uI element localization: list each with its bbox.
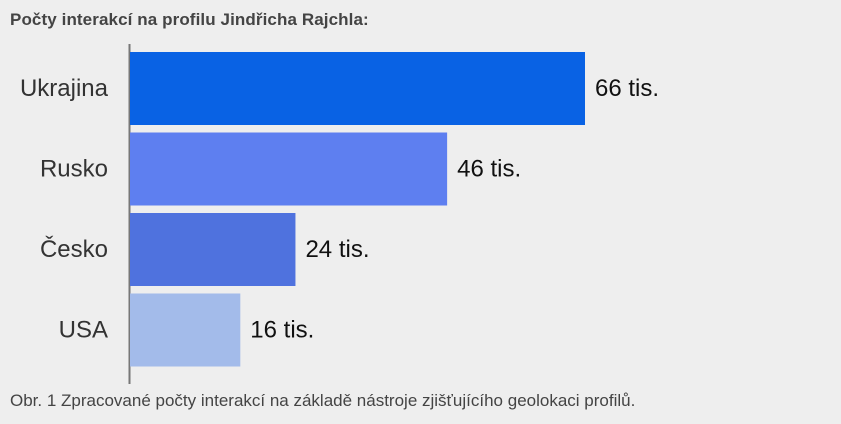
bar-1 [130,132,448,206]
chart-title: Počty interakcí na profilu Jindřicha Raj… [10,10,369,29]
value-label: 46 tis. [457,156,521,183]
bar-3 [130,293,241,367]
category-label: USA [59,317,108,344]
category-label: Ukrajina [20,75,109,102]
bar-2 [130,213,296,286]
category-label: Česko [40,235,108,263]
value-label: 16 tis. [250,317,314,344]
bar-0 [130,52,585,125]
value-label: 24 tis. [305,236,369,263]
value-label: 66 tis. [595,75,659,102]
figure-caption: Obr. 1 Zpracované počty interakcí na zák… [10,391,636,410]
category-label: Rusko [40,156,108,183]
